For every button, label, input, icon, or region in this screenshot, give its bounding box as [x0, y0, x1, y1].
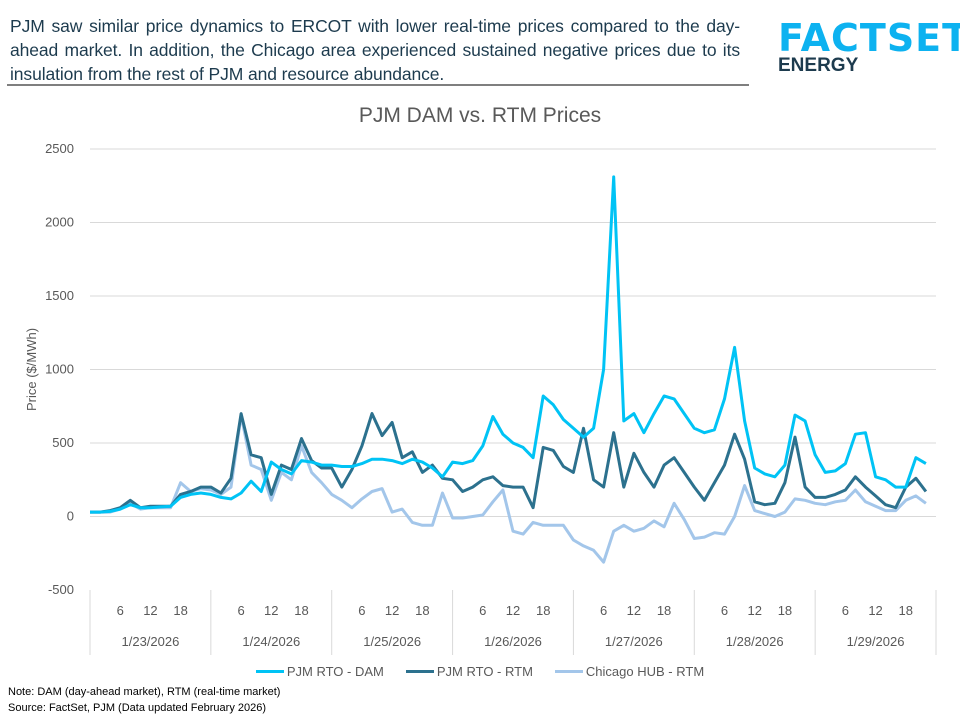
x-date-label: 1/29/2026 — [847, 634, 905, 649]
x-hour-label: 6 — [358, 603, 365, 618]
x-date-label: 1/24/2026 — [242, 634, 300, 649]
y-tick-label: 1500 — [45, 288, 74, 303]
logo-sub: ENERGY — [778, 55, 859, 76]
x-date-label: 1/25/2026 — [363, 634, 421, 649]
x-date-label: 1/26/2026 — [484, 634, 542, 649]
x-hour-label: 18 — [415, 603, 429, 618]
legend-label: PJM RTO - DAM — [286, 664, 384, 679]
x-hour-label: 6 — [600, 603, 607, 618]
series-line-pjm-rto-dam — [90, 175, 927, 514]
y-tick-label: 500 — [52, 435, 74, 450]
legend-label: PJM RTO - RTM — [436, 664, 533, 679]
legend-label: Chicago HUB - RTM — [585, 664, 705, 679]
x-hour-label: 18 — [294, 603, 308, 618]
factset-energy-logo: FACTSET ENERGY — [778, 18, 960, 76]
intro-text: PJM saw similar price dynamics to ERCOT … — [10, 16, 740, 84]
x-hour-label: 12 — [264, 603, 278, 618]
series-line-chicago-hub-rtm — [90, 413, 927, 564]
x-hour-label: 12 — [627, 603, 641, 618]
source-text: Source: FactSet, PJM (Data updated Febru… — [8, 702, 267, 714]
x-hour-label: 6 — [842, 603, 849, 618]
footnotes: Note: DAM (day-ahead market), RTM (real-… — [8, 684, 280, 716]
x-hour-label: 18 — [778, 603, 792, 618]
legend-swatch — [255, 670, 284, 673]
y-tick-label: -500 — [48, 582, 74, 597]
x-date-label: 1/23/2026 — [122, 634, 180, 649]
x-hour-label: 12 — [868, 603, 882, 618]
y-tick-label: 2500 — [45, 141, 74, 156]
x-hour-label: 6 — [721, 603, 728, 618]
legend-item-dam: PJM RTO - DAM — [255, 664, 384, 679]
note-text: Note: DAM (day-ahead market), RTM (real-… — [8, 686, 281, 698]
x-hour-label: 18 — [657, 603, 671, 618]
y-tick-label: 2000 — [45, 215, 74, 230]
x-hour-label: 18 — [899, 603, 913, 618]
x-hour-label: 18 — [173, 603, 187, 618]
x-hour-label: 6 — [117, 603, 124, 618]
y-tick-label: 1000 — [45, 362, 74, 377]
chart-title: PJM DAM vs. RTM Prices — [358, 104, 602, 127]
logo-main: FACTSET — [778, 16, 960, 60]
legend: PJM RTO - DAM PJM RTO - RTM Chicago HUB … — [0, 664, 960, 679]
intro-divider — [7, 84, 749, 86]
x-hour-label: 12 — [747, 603, 761, 618]
y-tick-label: 0 — [67, 509, 74, 524]
x-date-label: 1/27/2026 — [605, 634, 663, 649]
x-hour-label: 12 — [506, 603, 520, 618]
x-hour-label: 6 — [237, 603, 244, 618]
x-hour-label: 6 — [479, 603, 486, 618]
series-line-pjm-rto-rtm — [90, 412, 928, 514]
x-date-label: 1/28/2026 — [726, 634, 784, 649]
legend-swatch — [554, 670, 583, 673]
x-hour-label: 18 — [536, 603, 550, 618]
legend-item-rtm: PJM RTO - RTM — [405, 664, 533, 679]
y-axis-label: Price ($/MWh) — [24, 328, 39, 411]
x-hour-label: 12 — [143, 603, 157, 618]
legend-item-chicago: Chicago HUB - RTM — [554, 664, 705, 679]
x-hour-label: 12 — [385, 603, 399, 618]
legend-swatch — [405, 670, 434, 673]
